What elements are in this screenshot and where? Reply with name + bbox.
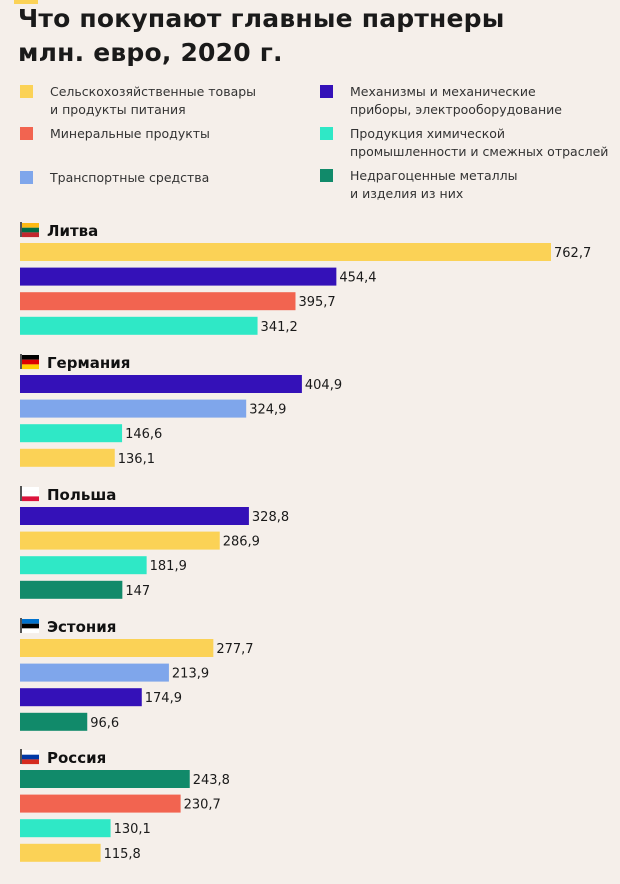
legend-label-chemical-1: Продукция химической: [350, 126, 506, 141]
bar-germany-machinery: [20, 375, 302, 393]
legend-swatch-machinery: [320, 85, 333, 98]
value-label-lithuania-mineral: 395,7: [298, 295, 335, 310]
bar-germany-agri: [20, 448, 115, 467]
flag-poland-icon: [20, 486, 39, 502]
value-label-germany-agri: 136,1: [118, 452, 155, 467]
legend-swatch-agri: [20, 85, 33, 98]
value-label-lithuania-machinery: 454,4: [339, 271, 376, 286]
value-label-estonia-transport: 213,9: [172, 667, 209, 682]
bar-lithuania-agri: [20, 243, 551, 261]
value-label-russia-metals: 243,8: [193, 773, 230, 788]
legend-label-metals-2: и изделия из них: [350, 186, 464, 201]
value-label-poland-metals: 147: [125, 584, 150, 599]
flag-lithuania-icon: [20, 222, 39, 238]
legend: Сельскохозяйственные товары и продукты пи…: [0, 0, 620, 210]
value-label-estonia-machinery: 174,9: [145, 691, 182, 706]
value-label-poland-machinery: 328,8: [252, 510, 289, 525]
value-label-germany-chemical: 146,6: [125, 427, 162, 442]
flag-estonia-icon: [20, 618, 39, 634]
top-accent-bar: [14, 0, 38, 4]
value-label-estonia-agri: 277,7: [216, 642, 253, 657]
legend-swatch-mineral: [20, 127, 33, 140]
bar-russia-mineral: [20, 794, 181, 813]
legend-label-agri-2: и продукты питания: [50, 102, 186, 117]
country-label-poland: Польша: [47, 486, 116, 504]
legend-label-metals-1: Недрагоценные металлы: [350, 168, 518, 183]
bar-lithuania-machinery: [20, 267, 337, 286]
bar-poland-metals: [20, 580, 123, 599]
legend-label-machinery-1: Механизмы и механические: [350, 84, 536, 99]
country-label-russia: Россия: [47, 749, 106, 767]
value-label-poland-chemical: 181,9: [150, 559, 187, 574]
bar-estonia-metals: [20, 712, 88, 731]
bar-poland-machinery: [20, 507, 249, 525]
value-label-poland-agri: 286,9: [223, 535, 260, 550]
legend-label-transport: Транспортные средства: [50, 170, 210, 185]
value-label-russia-mineral: 230,7: [184, 798, 221, 813]
chart-title: Что покупают главные партнеры млн. евро,…: [18, 2, 505, 70]
legend-swatch-metals: [320, 169, 333, 182]
flag-germany-icon: [20, 354, 39, 370]
legend-swatch-chemical: [320, 127, 333, 140]
country-label-estonia: Эстония: [47, 618, 116, 636]
legend-label-chemical-2: промышленности и смежных отраслей: [350, 144, 609, 159]
bar-poland-agri: [20, 531, 220, 550]
value-label-germany-machinery: 404,9: [305, 378, 342, 393]
bar-estonia-agri: [20, 639, 214, 657]
chart-title-line2: млн. евро, 2020 г.: [18, 38, 283, 67]
bar-poland-chemical: [20, 556, 147, 575]
value-label-estonia-metals: 96,6: [90, 716, 119, 731]
bar-russia-chemical: [20, 819, 111, 838]
bar-lithuania-chemical: [20, 316, 258, 335]
value-label-germany-transport: 324,9: [249, 403, 286, 418]
bar-germany-chemical: [20, 424, 123, 443]
bar-germany-transport: [20, 399, 247, 418]
flag-russia-icon: [20, 749, 39, 765]
bar-russia-metals: [20, 770, 190, 788]
country-label-lithuania: Литва: [47, 222, 98, 240]
bar-estonia-machinery: [20, 688, 142, 707]
value-label-russia-chemical: 130,1: [114, 822, 151, 837]
bar-lithuania-mineral: [20, 292, 296, 311]
value-label-lithuania-agri: 762,7: [554, 246, 591, 261]
legend-label-agri-1: Сельскохозяйственные товары: [50, 84, 257, 99]
legend-swatch-transport: [20, 171, 33, 184]
value-label-russia-agri: 115,8: [104, 847, 141, 862]
country-label-germany: Германия: [47, 354, 130, 372]
bar-russia-agri: [20, 843, 101, 862]
chart-title-line1: Что покупают главные партнеры: [18, 4, 505, 33]
legend-label-machinery-2: приборы, электрооборудование: [350, 102, 562, 117]
legend-label-mineral: Минеральные продукты: [50, 126, 210, 141]
value-label-lithuania-chemical: 341,2: [261, 320, 298, 335]
bar-estonia-transport: [20, 663, 169, 682]
